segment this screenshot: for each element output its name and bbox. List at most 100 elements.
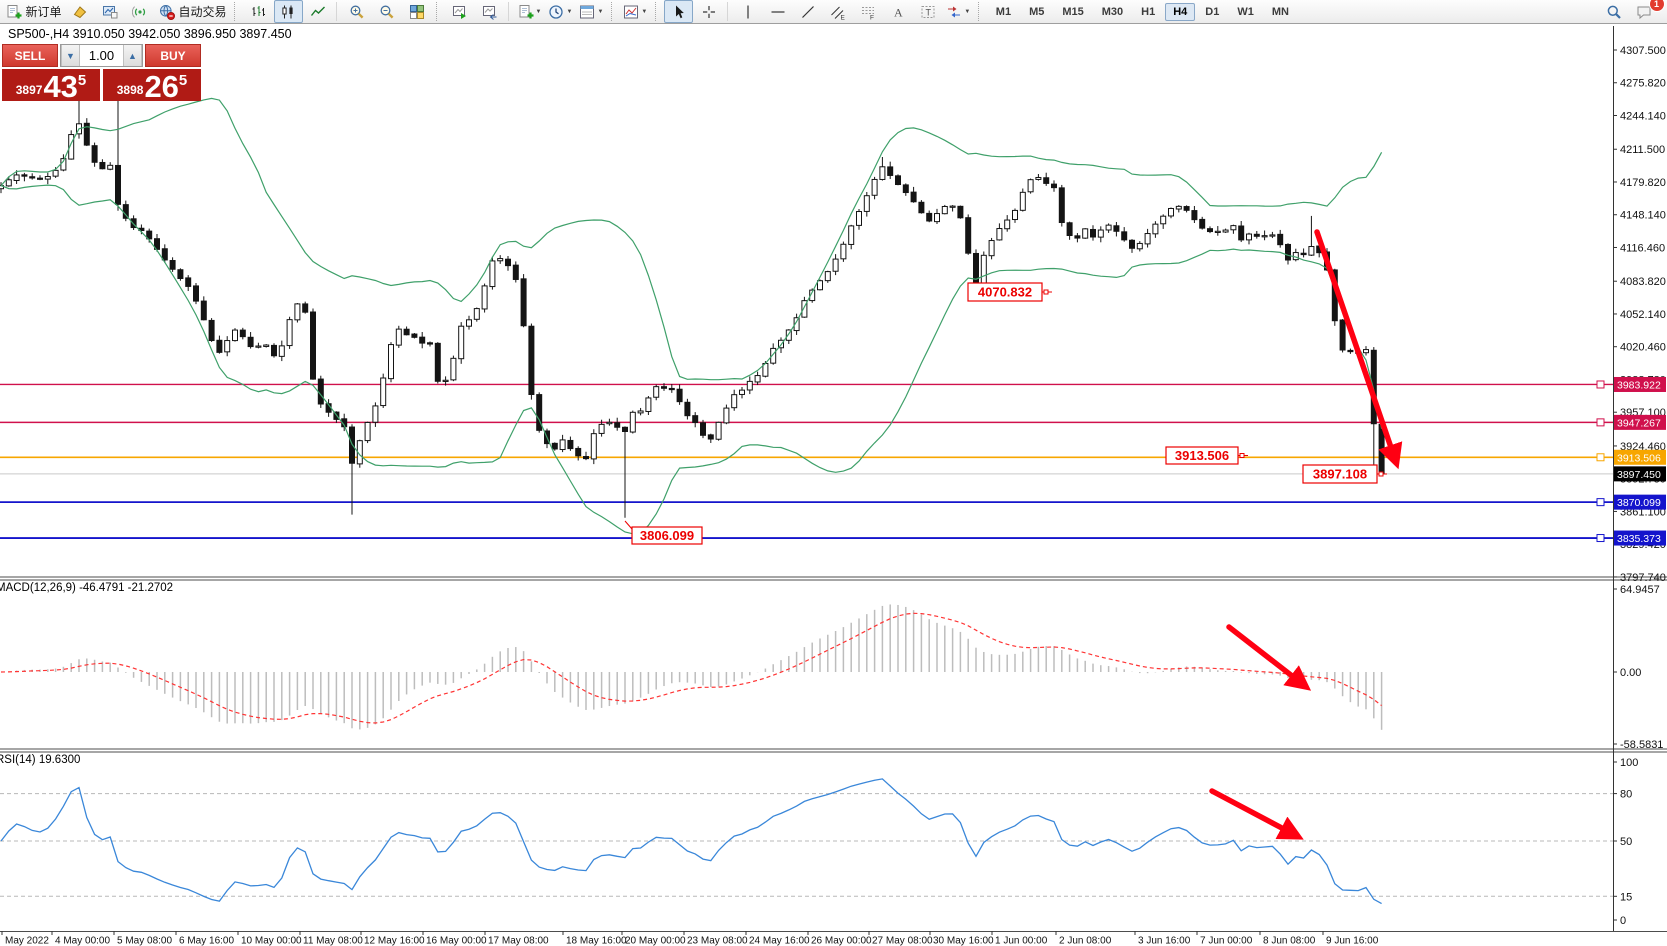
volume-decrease-button[interactable]: ▼ <box>61 45 80 66</box>
gold-icon <box>72 4 88 20</box>
template-icon <box>579 4 595 20</box>
zoom-in-button[interactable] <box>343 0 372 23</box>
svg-text:4020.460: 4020.460 <box>1620 342 1666 354</box>
zoomin-icon <box>349 4 365 20</box>
toolbar-separator <box>726 2 730 21</box>
svg-text:30 May 16:00: 30 May 16:00 <box>933 936 994 946</box>
svg-text:3983.922: 3983.922 <box>1617 379 1661 391</box>
buy-price-display[interactable]: 3898 26 5 <box>103 69 201 102</box>
svg-text:3797.740: 3797.740 <box>1620 572 1666 584</box>
svg-text:16 May 00:00: 16 May 00:00 <box>426 936 487 946</box>
macd-label: MACD(12,26,9) -46.4791 -21.2702 <box>0 582 174 594</box>
notifications-button[interactable]: 1 <box>1630 0 1665 23</box>
trend-arrows[interactable] <box>1209 229 1403 840</box>
candlestick-chart-button[interactable] <box>273 0 303 23</box>
search-button[interactable] <box>1600 0 1629 23</box>
chart-properties-button[interactable]: ▼ <box>576 0 606 23</box>
timeframe-mn[interactable]: MN <box>1271 5 1289 18</box>
svg-text:4244.140: 4244.140 <box>1620 110 1666 122</box>
new-order-button[interactable]: 新订单 <box>3 0 65 23</box>
buy-price-small: 3898 <box>116 83 144 97</box>
svg-text:12 May 16:00: 12 May 16:00 <box>364 936 425 946</box>
chartnext-icon <box>452 4 468 20</box>
timeframe-h4[interactable]: H4 <box>1165 2 1196 21</box>
trend-icon <box>800 4 816 20</box>
monitor-icon <box>102 4 118 20</box>
dropdown-arrow-icon: ▼ <box>566 8 573 15</box>
sell-price-display[interactable]: 3897 43 5 <box>2 69 100 104</box>
macd-axis-ticks: 64.9457 0.00 -58.5831 <box>1613 584 1663 751</box>
timeframe-w1[interactable]: W1 <box>1237 5 1254 18</box>
trendline-button[interactable] <box>793 0 822 23</box>
timeframe-h1[interactable]: H1 <box>1141 5 1156 18</box>
sell-button[interactable]: SELL <box>2 44 58 67</box>
svg-text:50: 50 <box>1620 836 1632 848</box>
dropdown-arrow-icon: ▼ <box>597 8 604 15</box>
rsi-levels <box>0 793 1613 897</box>
rsi-axis-ticks: 100 80 50 15 0 <box>1613 757 1638 927</box>
svg-text:4211.500: 4211.500 <box>1620 144 1665 156</box>
volume-input[interactable]: 1.00 <box>88 48 115 63</box>
timeframe-m5[interactable]: M5 <box>1029 5 1045 18</box>
line-chart-button[interactable] <box>304 0 333 23</box>
timeframe-m15[interactable]: M15 <box>1062 5 1084 18</box>
arrows-button[interactable]: ▼ <box>943 0 973 23</box>
horizontal-line-button[interactable] <box>763 0 792 23</box>
svg-text:6 May 16:00: 6 May 16:00 <box>179 936 234 946</box>
bar-chart-button[interactable] <box>244 0 273 23</box>
fibonacci-button[interactable]: F <box>853 0 882 23</box>
periods-button[interactable]: ▼ <box>545 0 575 23</box>
svg-text:3947.267: 3947.267 <box>1617 417 1661 429</box>
market-watch-button[interactable] <box>66 0 95 23</box>
data-window-button[interactable] <box>96 0 125 23</box>
new-chart-button[interactable] <box>446 0 475 23</box>
chart-background[interactable] <box>0 25 1667 946</box>
price-callouts[interactable]: 4070.832 3913.506 3897.108 3806.099 <box>624 282 1387 545</box>
cursor-button[interactable] <box>664 0 694 23</box>
crosshair-button[interactable] <box>694 0 723 23</box>
add-indicator-button[interactable]: ▼ <box>515 0 545 23</box>
bollinger-bands <box>0 97 1383 535</box>
svg-text:80: 80 <box>1620 789 1632 801</box>
panel-separators[interactable] <box>0 576 1667 753</box>
timeframe-d1[interactable]: D1 <box>1205 5 1220 18</box>
toolbar-separator <box>977 2 983 21</box>
equidistant-channel-button[interactable]: E <box>823 0 852 23</box>
svg-text:24 May 16:00: 24 May 16:00 <box>749 936 810 946</box>
zoom-out-button[interactable] <box>373 0 402 23</box>
macd-signal-line <box>0 612 1382 724</box>
toolbar-separator <box>436 2 441 21</box>
timeframe-m30[interactable]: M30 <box>1101 5 1124 18</box>
signal-icon <box>132 4 148 20</box>
toolbar-separator <box>610 2 616 21</box>
candles-icon <box>280 4 296 20</box>
algo-trading-button[interactable]: 自动交易 <box>156 0 230 23</box>
rsi-label: RSI(14) 19.6300 <box>0 754 81 766</box>
tile-windows-button[interactable] <box>403 0 432 23</box>
vertical-line-button[interactable] <box>733 0 762 23</box>
text-button[interactable]: A <box>883 0 912 23</box>
volume-increase-button[interactable]: ▲ <box>123 45 142 66</box>
svg-text:E: E <box>840 14 845 20</box>
timeframe-m1[interactable]: M1 <box>995 5 1012 18</box>
sell-price-sup: 5 <box>77 72 87 89</box>
macd-histogram <box>8 604 1383 730</box>
svg-text:3913.506: 3913.506 <box>1175 448 1229 463</box>
svg-text:3870.099: 3870.099 <box>1617 497 1661 509</box>
buy-button[interactable]: BUY <box>145 44 201 67</box>
hline-icon <box>770 4 786 20</box>
tile-icon <box>409 4 425 20</box>
indicator-list-button[interactable]: ▼ <box>620 0 650 23</box>
svg-text:3913.506: 3913.506 <box>1617 452 1661 464</box>
navigator-button[interactable] <box>126 0 155 23</box>
text-label-button[interactable]: T <box>913 0 942 23</box>
globe-icon <box>159 4 175 20</box>
notification-badge: 1 <box>1648 0 1665 12</box>
svg-text:64.9457: 64.9457 <box>1620 584 1660 596</box>
auto-scroll-button[interactable] <box>476 0 505 23</box>
sell-price-big: 43 <box>43 69 78 104</box>
svg-text:8 Jun 08:00: 8 Jun 08:00 <box>1263 936 1316 946</box>
svg-text:3897.108: 3897.108 <box>1313 467 1367 482</box>
svg-text:4 May 00:00: 4 May 00:00 <box>55 936 110 946</box>
